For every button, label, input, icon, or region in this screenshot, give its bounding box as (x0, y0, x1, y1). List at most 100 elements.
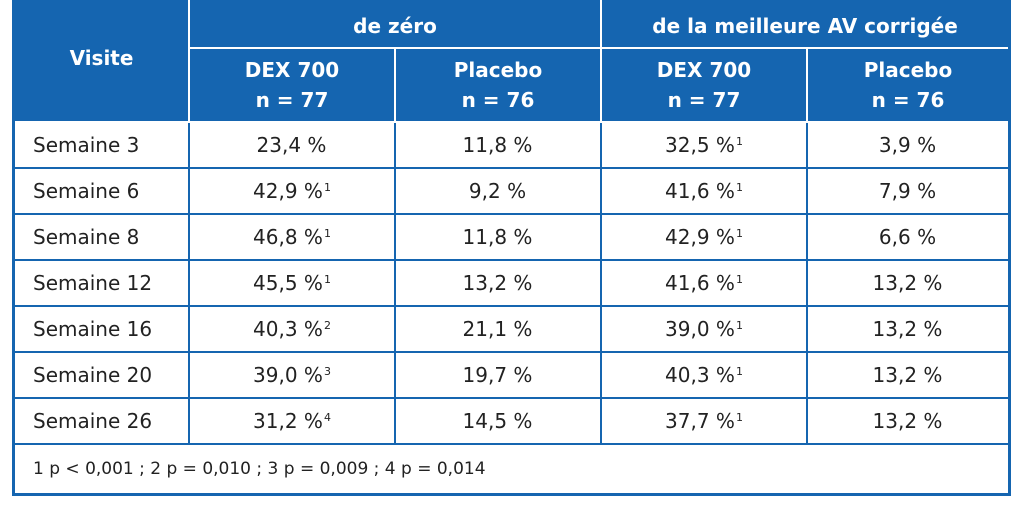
cell-value: 41,6 % (665, 271, 735, 295)
cell-value: 13,2 % (872, 271, 943, 295)
cell-value: 39,0 % (253, 363, 323, 387)
cell-footnote-ref: 4 (323, 411, 331, 424)
visit-cell: Semaine 6 (15, 167, 190, 215)
subheader-arm-n: n = 76 (461, 88, 535, 112)
cell-footnote-ref: 1 (323, 227, 331, 240)
cell-value: 42,9 % (253, 179, 323, 203)
value-cell: 42,9 %1 (600, 213, 808, 261)
table-row: Semaine 16 40,3 %2 21,1 % 39,0 %1 13,2 % (15, 305, 1009, 353)
value-cell: 46,8 %1 (188, 213, 396, 261)
cell-value: 11,8 % (462, 133, 533, 157)
value-cell: 6,6 % (805, 213, 1009, 261)
subheader-placebo-group1: Placebo n = 76 (394, 47, 602, 123)
cell-footnote-ref: 1 (323, 181, 331, 194)
value-cell: 13,2 % (805, 351, 1009, 399)
footnote-text: 1 p < 0,001 ; 2 p = 0,010 ; 3 p = 0,009 … (15, 443, 1009, 493)
value-cell: 42,9 %1 (188, 167, 396, 215)
header-row-arms: DEX 700 n = 77 Placebo n = 76 DEX 700 n … (15, 47, 1009, 123)
value-cell: 39,0 %1 (600, 305, 808, 353)
visit-cell: Semaine 26 (15, 397, 190, 445)
cell-value: 39,0 % (665, 317, 735, 341)
table-row: Semaine 6 42,9 %1 9,2 % 41,6 %1 7,9 % (15, 167, 1009, 215)
header-row-groups: Visite de zéro de la meilleure AV corrig… (15, 0, 1009, 123)
cell-value: 23,4 % (256, 133, 327, 157)
cell-value: 40,3 % (253, 317, 323, 341)
cell-value: 31,2 % (253, 409, 323, 433)
cell-footnote-ref: 1 (323, 273, 331, 286)
visit-cell: Semaine 20 (15, 351, 190, 399)
value-cell: 21,1 % (394, 305, 602, 353)
cell-value: 13,2 % (872, 317, 943, 341)
footnote-row: 1 p < 0,001 ; 2 p = 0,010 ; 3 p = 0,009 … (15, 443, 1009, 493)
value-cell: 14,5 % (394, 397, 602, 445)
cell-footnote-ref: 1 (735, 273, 743, 286)
value-cell: 7,9 % (805, 167, 1009, 215)
cell-value: 32,5 % (665, 133, 735, 157)
value-cell: 11,8 % (394, 213, 602, 261)
subheader-arm-n: n = 77 (667, 88, 741, 112)
table-row: Semaine 26 31,2 %4 14,5 % 37,7 %1 13,2 % (15, 397, 1009, 445)
table-row: Semaine 12 45,5 %1 13,2 % 41,6 %1 13,2 % (15, 259, 1009, 307)
visit-cell: Semaine 16 (15, 305, 190, 353)
value-cell: 3,9 % (805, 121, 1009, 169)
value-cell: 40,3 %1 (600, 351, 808, 399)
table-row: Semaine 3 23,4 % 11,8 % 32,5 %1 3,9 % (15, 121, 1009, 169)
value-cell: 13,2 % (394, 259, 602, 307)
value-cell: 41,6 %1 (600, 167, 808, 215)
subheader-arm-name: DEX 700 (244, 58, 340, 82)
group2-header: de la meilleure AV corrigée (599, 0, 1009, 49)
cell-footnote-ref: 1 (735, 365, 743, 378)
results-table-container: Visite de zéro de la meilleure AV corrig… (12, 0, 1011, 496)
cell-footnote-ref: 1 (735, 411, 743, 424)
cell-value: 21,1 % (462, 317, 533, 341)
value-cell: 13,2 % (805, 259, 1009, 307)
group1-header: de zéro (188, 0, 602, 49)
cell-footnote-ref: 1 (735, 181, 743, 194)
subheader-arm-n: n = 77 (255, 88, 329, 112)
value-cell: 13,2 % (805, 305, 1009, 353)
cell-footnote-ref: 2 (323, 319, 331, 332)
value-cell: 31,2 %4 (188, 397, 396, 445)
subheader-dex-group2: DEX 700 n = 77 (600, 47, 808, 123)
value-cell: 9,2 % (394, 167, 602, 215)
value-cell: 45,5 %1 (188, 259, 396, 307)
value-cell: 23,4 % (188, 121, 396, 169)
value-cell: 41,6 %1 (600, 259, 808, 307)
cell-value: 45,5 % (253, 271, 323, 295)
cell-value: 37,7 % (665, 409, 735, 433)
cell-footnote-ref: 1 (735, 227, 743, 240)
table-row: Semaine 8 46,8 %1 11,8 % 42,9 %1 6,6 % (15, 213, 1009, 261)
value-cell: 37,7 %1 (600, 397, 808, 445)
cell-value: 7,9 % (878, 179, 937, 203)
cell-value: 13,2 % (462, 271, 533, 295)
cell-value: 46,8 % (253, 225, 323, 249)
visit-cell: Semaine 12 (15, 259, 190, 307)
cell-footnote-ref: 1 (735, 319, 743, 332)
subheader-arm-name: Placebo (453, 58, 543, 82)
cell-value: 40,3 % (665, 363, 735, 387)
cell-value: 13,2 % (872, 409, 943, 433)
value-cell: 13,2 % (805, 397, 1009, 445)
cell-value: 42,9 % (665, 225, 735, 249)
value-cell: 40,3 %2 (188, 305, 396, 353)
value-cell: 19,7 % (394, 351, 602, 399)
value-cell: 32,5 %1 (600, 121, 808, 169)
subheader-arm-n: n = 76 (871, 88, 945, 112)
cell-value: 3,9 % (878, 133, 937, 157)
subheader-placebo-group2: Placebo n = 76 (805, 47, 1009, 123)
visit-cell: Semaine 8 (15, 213, 190, 261)
results-table: Visite de zéro de la meilleure AV corrig… (15, 0, 1009, 493)
cell-value: 41,6 % (665, 179, 735, 203)
cell-value: 11,8 % (462, 225, 533, 249)
subheader-arm-name: Placebo (863, 58, 953, 82)
cell-value: 6,6 % (878, 225, 937, 249)
cell-value: 9,2 % (468, 179, 527, 203)
cell-footnote-ref: 3 (323, 365, 331, 378)
cell-value: 13,2 % (872, 363, 943, 387)
subheader-dex-group1: DEX 700 n = 77 (189, 47, 396, 123)
value-cell: 11,8 % (394, 121, 602, 169)
visit-cell: Semaine 3 (15, 121, 190, 169)
subheader-arm-name: DEX 700 (656, 58, 752, 82)
table-row: Semaine 20 39,0 %3 19,7 % 40,3 %1 13,2 % (15, 351, 1009, 399)
cell-footnote-ref: 1 (735, 135, 743, 148)
